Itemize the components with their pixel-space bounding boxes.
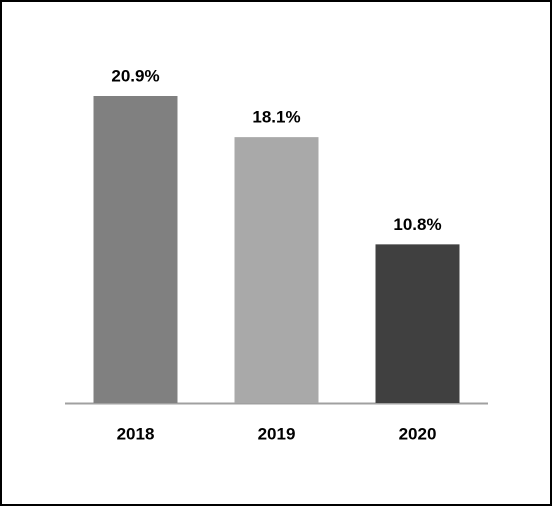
bar <box>234 137 319 403</box>
value-label: 18.1% <box>252 108 300 127</box>
bar <box>93 96 178 403</box>
bar <box>375 244 460 403</box>
x-tick-label: 2020 <box>399 424 437 443</box>
value-label: 20.9% <box>111 66 159 85</box>
value-label: 10.8% <box>393 215 441 234</box>
x-tick-label: 2018 <box>117 424 155 443</box>
x-tick-label: 2019 <box>258 424 296 443</box>
